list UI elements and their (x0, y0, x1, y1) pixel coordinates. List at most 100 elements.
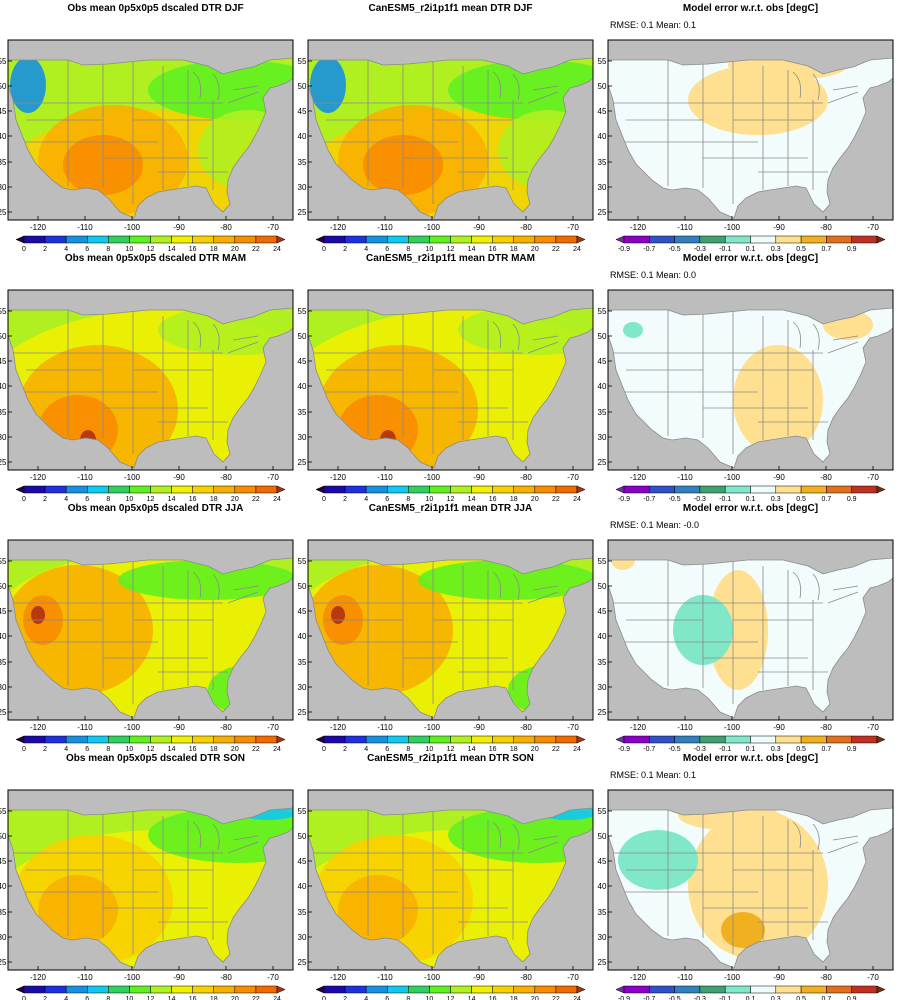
lon-tick-label: -120 (630, 223, 647, 232)
colorbar-label: 18 (510, 496, 518, 503)
colorbar-extend-high (276, 985, 286, 994)
lon-tick-label: -80 (220, 223, 232, 232)
colorbar-extend-low (615, 485, 625, 494)
lat-tick-label: 25 (598, 708, 607, 717)
colorbar-swatch (344, 235, 367, 244)
lon-tick-label: -90 (173, 223, 185, 232)
colorbar-swatch (192, 735, 215, 744)
lat-tick-label: 25 (298, 958, 307, 967)
colorbar-extend-high (276, 235, 286, 244)
lat-tick-label: 45 (598, 857, 607, 866)
lat-tick-label: 30 (0, 933, 7, 942)
colorbar-swatch (192, 985, 215, 994)
lon-tick-label: -90 (473, 973, 485, 982)
colorbar-label: 12 (147, 746, 155, 753)
dtr-region (338, 875, 418, 945)
lon-tick-label: -90 (773, 223, 785, 232)
colorbar-label: 2 (343, 996, 347, 1000)
lat-tick-label: 30 (298, 433, 307, 442)
colorbar-swatch (534, 485, 557, 494)
colorbar-swatch (255, 485, 278, 494)
panel-title: CanESM5_r2i1p1f1 mean DTR DJF (369, 3, 533, 14)
colorbar-swatch (87, 735, 109, 744)
lat-tick-label: 25 (0, 958, 7, 967)
colorbar-swatch (699, 485, 726, 494)
colorbar-swatch (323, 485, 346, 494)
lon-tick-label: -120 (330, 473, 347, 482)
lon-tick-label: -110 (77, 723, 93, 732)
colorbar-label: 2 (343, 246, 347, 253)
colorbar-label: 4 (64, 746, 68, 753)
colorbar-label: 20 (531, 746, 539, 753)
colorbar-label: 24 (273, 996, 281, 1000)
colorbar-label: 0.1 (746, 996, 756, 1000)
colorbar-label: 24 (273, 246, 281, 253)
colorbar-label: 0.7 (822, 746, 832, 753)
lon-tick-label: -100 (424, 223, 441, 232)
colorbar-label: -0.5 (669, 246, 681, 253)
colorbar-swatch (255, 735, 278, 744)
lat-tick-label: 50 (0, 582, 7, 591)
colorbar-label: 8 (106, 746, 110, 753)
colorbar-label: 14 (468, 996, 476, 1000)
colorbar-extend-low (615, 735, 625, 744)
lon-tick-label: -70 (567, 473, 579, 482)
colorbar-label: 10 (126, 746, 134, 753)
colorbar-label: 18 (210, 496, 218, 503)
colorbar-swatch (674, 985, 701, 994)
colorbar-swatch (108, 235, 130, 244)
colorbar-label: 2 (343, 496, 347, 503)
colorbar-swatch (323, 235, 346, 244)
colorbar-swatch (851, 985, 878, 994)
colorbar-swatch (492, 485, 515, 494)
lat-tick-label: 45 (298, 857, 307, 866)
colorbar-label: 22 (252, 496, 260, 503)
colorbar-label: 18 (510, 996, 518, 1000)
colorbar-extend-high (276, 735, 286, 744)
lon-tick-label: -70 (867, 223, 879, 232)
colorbar-label: 16 (189, 746, 197, 753)
colorbar-label: 22 (252, 246, 260, 253)
colorbar-swatch (65, 985, 88, 994)
lat-tick-label: 40 (298, 382, 307, 391)
lat-tick-label: 30 (0, 433, 7, 442)
colorbar-swatch (471, 985, 493, 994)
colorbar-swatch (213, 485, 236, 494)
colorbar-swatch (429, 735, 451, 744)
colorbar-swatch (44, 985, 67, 994)
lon-tick-label: -90 (773, 723, 785, 732)
colorbar-label: -0.7 (643, 746, 655, 753)
colorbar-swatch (150, 485, 172, 494)
colorbar-swatch (213, 985, 236, 994)
lat-tick-label: 35 (598, 658, 607, 667)
lon-tick-label: -70 (567, 973, 579, 982)
lon-tick-label: -100 (424, 473, 441, 482)
colorbar-label: 0.1 (746, 246, 756, 253)
lat-tick-label: 35 (0, 658, 7, 667)
colorbar-swatch (699, 235, 726, 244)
lon-tick-label: -110 (77, 473, 93, 482)
lat-tick-label: 40 (298, 882, 307, 891)
lat-tick-label: 50 (298, 82, 307, 91)
panel-title: CanESM5_r2i1p1f1 mean DTR JJA (369, 503, 532, 514)
colorbar-swatch (108, 985, 130, 994)
lat-tick-label: 45 (298, 357, 307, 366)
lon-tick-label: -70 (867, 473, 879, 482)
colorbar-label: 20 (231, 246, 239, 253)
colorbar-swatch (649, 485, 675, 494)
colorbar-label: 0.1 (746, 746, 756, 753)
colorbar-swatch (851, 735, 878, 744)
map-frame (607, 289, 894, 471)
colorbar-swatch (234, 235, 257, 244)
colorbar-label: 0.5 (796, 496, 806, 503)
colorbar-label: 16 (489, 746, 497, 753)
colorbar-label: 12 (147, 496, 155, 503)
colorbar-swatch (387, 485, 409, 494)
colorbar-swatch (387, 985, 409, 994)
panel-title: CanESM5_r2i1p1f1 mean DTR SON (367, 753, 534, 764)
colorbar-label: 0.3 (771, 996, 781, 1000)
colorbar-label: 16 (489, 246, 497, 253)
colorbar-swatch (623, 985, 650, 994)
colorbar-label: 14 (468, 496, 476, 503)
